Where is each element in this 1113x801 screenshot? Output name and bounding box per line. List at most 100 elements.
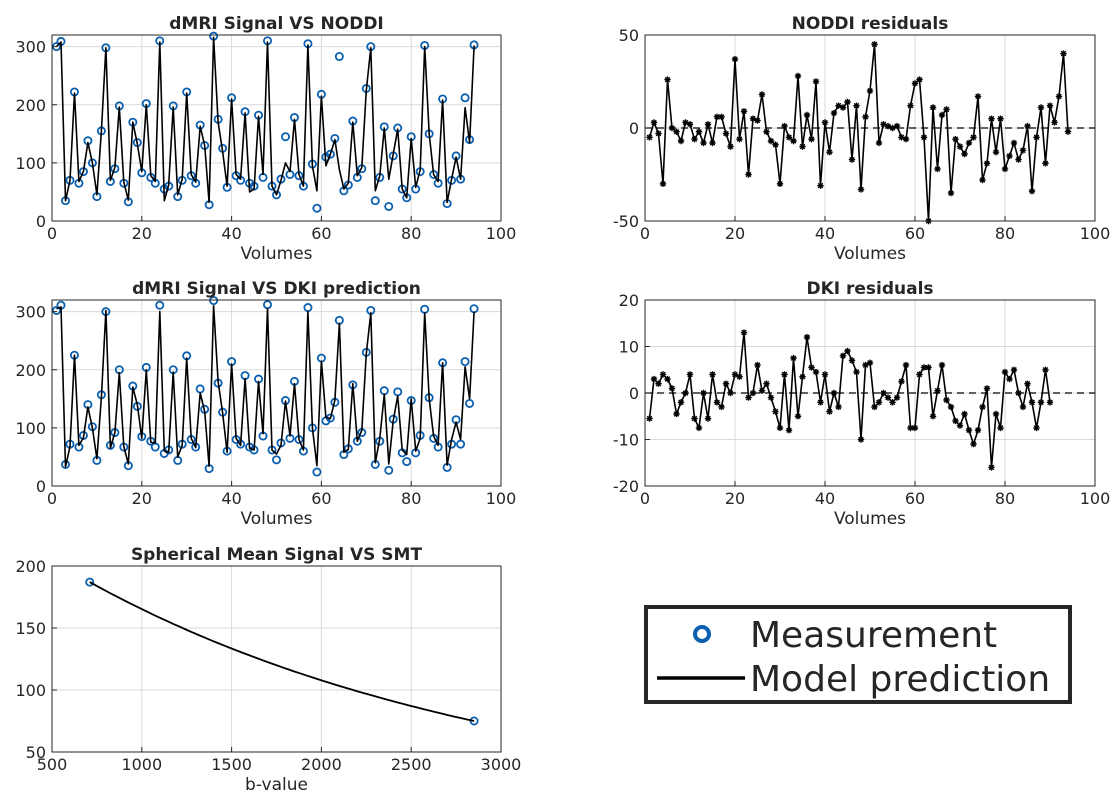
x-tick-label: 500: [37, 755, 68, 774]
x-tick-label: 20: [725, 489, 745, 508]
residual-point: [713, 113, 721, 120]
residual-point: [749, 389, 757, 397]
axes-frame: [51, 34, 502, 222]
residual-point: [718, 113, 725, 120]
residual-point: [1006, 152, 1013, 160]
residual-point: [839, 352, 847, 359]
residual-point: [862, 361, 869, 369]
residual-point: [938, 111, 946, 119]
residual-point: [898, 134, 905, 141]
residual-point: [736, 136, 743, 143]
residual-point: [677, 137, 685, 145]
measurement-point: [460, 357, 470, 367]
residual-point: [691, 136, 698, 143]
residual-point: [1001, 165, 1009, 173]
y-tick-label: 150: [15, 619, 46, 638]
residual-point: [1060, 50, 1067, 57]
x-tick-label: 40: [221, 489, 241, 508]
measurement-point: [370, 196, 380, 206]
residual-point: [722, 380, 730, 387]
x-tick-label: 80: [995, 224, 1015, 243]
series-line: [648, 331, 1051, 469]
residual-point: [772, 141, 779, 148]
residual-point: [826, 149, 833, 156]
measurement-point: [85, 577, 95, 587]
residual-point: [668, 124, 676, 132]
chart-title: DKI residuals: [806, 279, 933, 299]
residual-point: [700, 389, 707, 397]
residual-point: [799, 373, 806, 380]
residual-point: [664, 76, 671, 83]
y-tick-label: 0: [36, 212, 46, 231]
residual-point: [704, 121, 712, 128]
measurement-point: [384, 465, 394, 475]
residual-point: [817, 182, 824, 189]
residual-point: [938, 361, 946, 369]
residual-point: [902, 361, 910, 369]
residual-point: [767, 137, 775, 145]
residual-point: [713, 399, 721, 406]
residual-point: [1024, 122, 1031, 130]
residual-point: [781, 371, 788, 378]
residual-point: [776, 180, 784, 187]
x-tick-label: 3000: [481, 755, 522, 774]
residual-point: [835, 403, 842, 411]
residual-point: [934, 165, 941, 173]
residual-point: [659, 371, 667, 378]
measurement-point: [280, 132, 290, 142]
residual-point: [848, 357, 856, 364]
residual-point: [691, 415, 698, 422]
residual-point: [943, 106, 950, 113]
residual-point: [979, 176, 986, 184]
residual-point: [920, 134, 928, 141]
residual-point: [709, 371, 716, 378]
y-tick-label: 200: [15, 557, 46, 576]
residual-point: [664, 375, 671, 383]
residual-point: [1037, 399, 1045, 406]
residual-point: [794, 72, 802, 80]
y-tick-label: 50: [619, 26, 639, 45]
plot-area: [52, 566, 501, 752]
measurement-point: [334, 52, 344, 62]
residual-point: [1010, 366, 1018, 373]
residual-point: [677, 399, 685, 406]
plot-area: [52, 300, 501, 486]
residual-point: [812, 368, 820, 376]
residual-point: [745, 171, 752, 178]
series-line: [55, 36, 475, 204]
residual-point: [682, 389, 689, 397]
residual-point: [754, 361, 761, 369]
residual-point: [1046, 102, 1054, 109]
chart-dki: 0 20 40 60 80 100 0 100 200 300 dMRI Signal VS DKI…: [15, 279, 516, 529]
residual-point: [866, 87, 874, 94]
legend-box: [644, 605, 1072, 704]
residual-point: [857, 186, 865, 193]
residual-point: [722, 130, 730, 137]
y-tick-label: 300: [15, 38, 46, 57]
x-tick-label: 40: [815, 224, 835, 243]
residual-point: [911, 424, 919, 432]
residual-point: [1033, 424, 1040, 432]
residual-point: [965, 427, 973, 434]
residual-point: [925, 364, 932, 371]
residual-point: [884, 394, 892, 401]
x-tick-label: 80: [401, 224, 421, 243]
residual-point: [700, 139, 707, 147]
y-tick-label: 100: [15, 419, 46, 438]
residual-point: [997, 424, 1004, 432]
residual-point: [844, 98, 851, 106]
measurement-point: [465, 398, 475, 408]
residual-point: [907, 102, 914, 109]
chart-noddi: 0 20 40 60 80 100 0 100 200 300 dMRI Signal VS NOD…: [15, 14, 516, 264]
residual-point: [961, 410, 968, 418]
residual-point: [965, 139, 973, 147]
x-axis-label: Volumes: [240, 244, 312, 264]
measurement-point: [384, 201, 394, 211]
residual-point: [893, 122, 901, 130]
residual-point: [650, 119, 658, 126]
x-tick-label: 1000: [121, 755, 162, 774]
measurement-point: [456, 439, 466, 449]
